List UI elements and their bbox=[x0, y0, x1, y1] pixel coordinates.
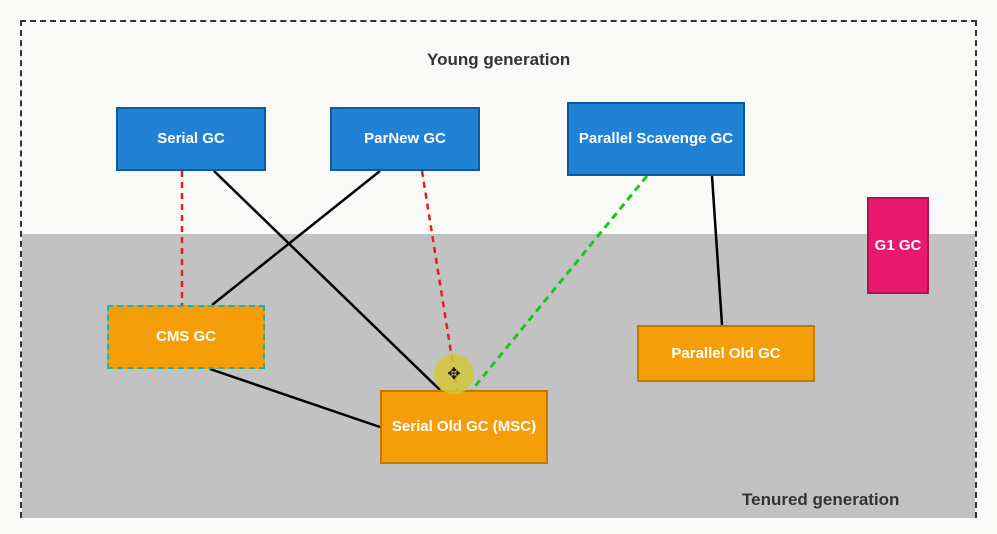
tenured-generation-label: Tenured generation bbox=[742, 490, 899, 510]
cursor-highlight: ✥ bbox=[434, 354, 474, 394]
move-cursor-icon: ✥ bbox=[447, 364, 460, 384]
young-generation-label: Young generation bbox=[427, 50, 570, 70]
node-parallel-old-gc: Parallel Old GC bbox=[637, 325, 815, 382]
node-g1-gc: G1 GC bbox=[867, 197, 929, 294]
node-serial-old-gc: Serial Old GC (MSC) bbox=[380, 390, 548, 464]
node-parallel-scavenge-gc: Parallel Scavenge GC bbox=[567, 102, 745, 176]
tenured-region bbox=[22, 234, 975, 518]
node-cms-gc: CMS GC bbox=[107, 305, 265, 369]
diagram-container: Young generation Tenured generation Seri… bbox=[20, 20, 977, 518]
node-serial-gc: Serial GC bbox=[116, 107, 266, 171]
node-parnew-gc: ParNew GC bbox=[330, 107, 480, 171]
